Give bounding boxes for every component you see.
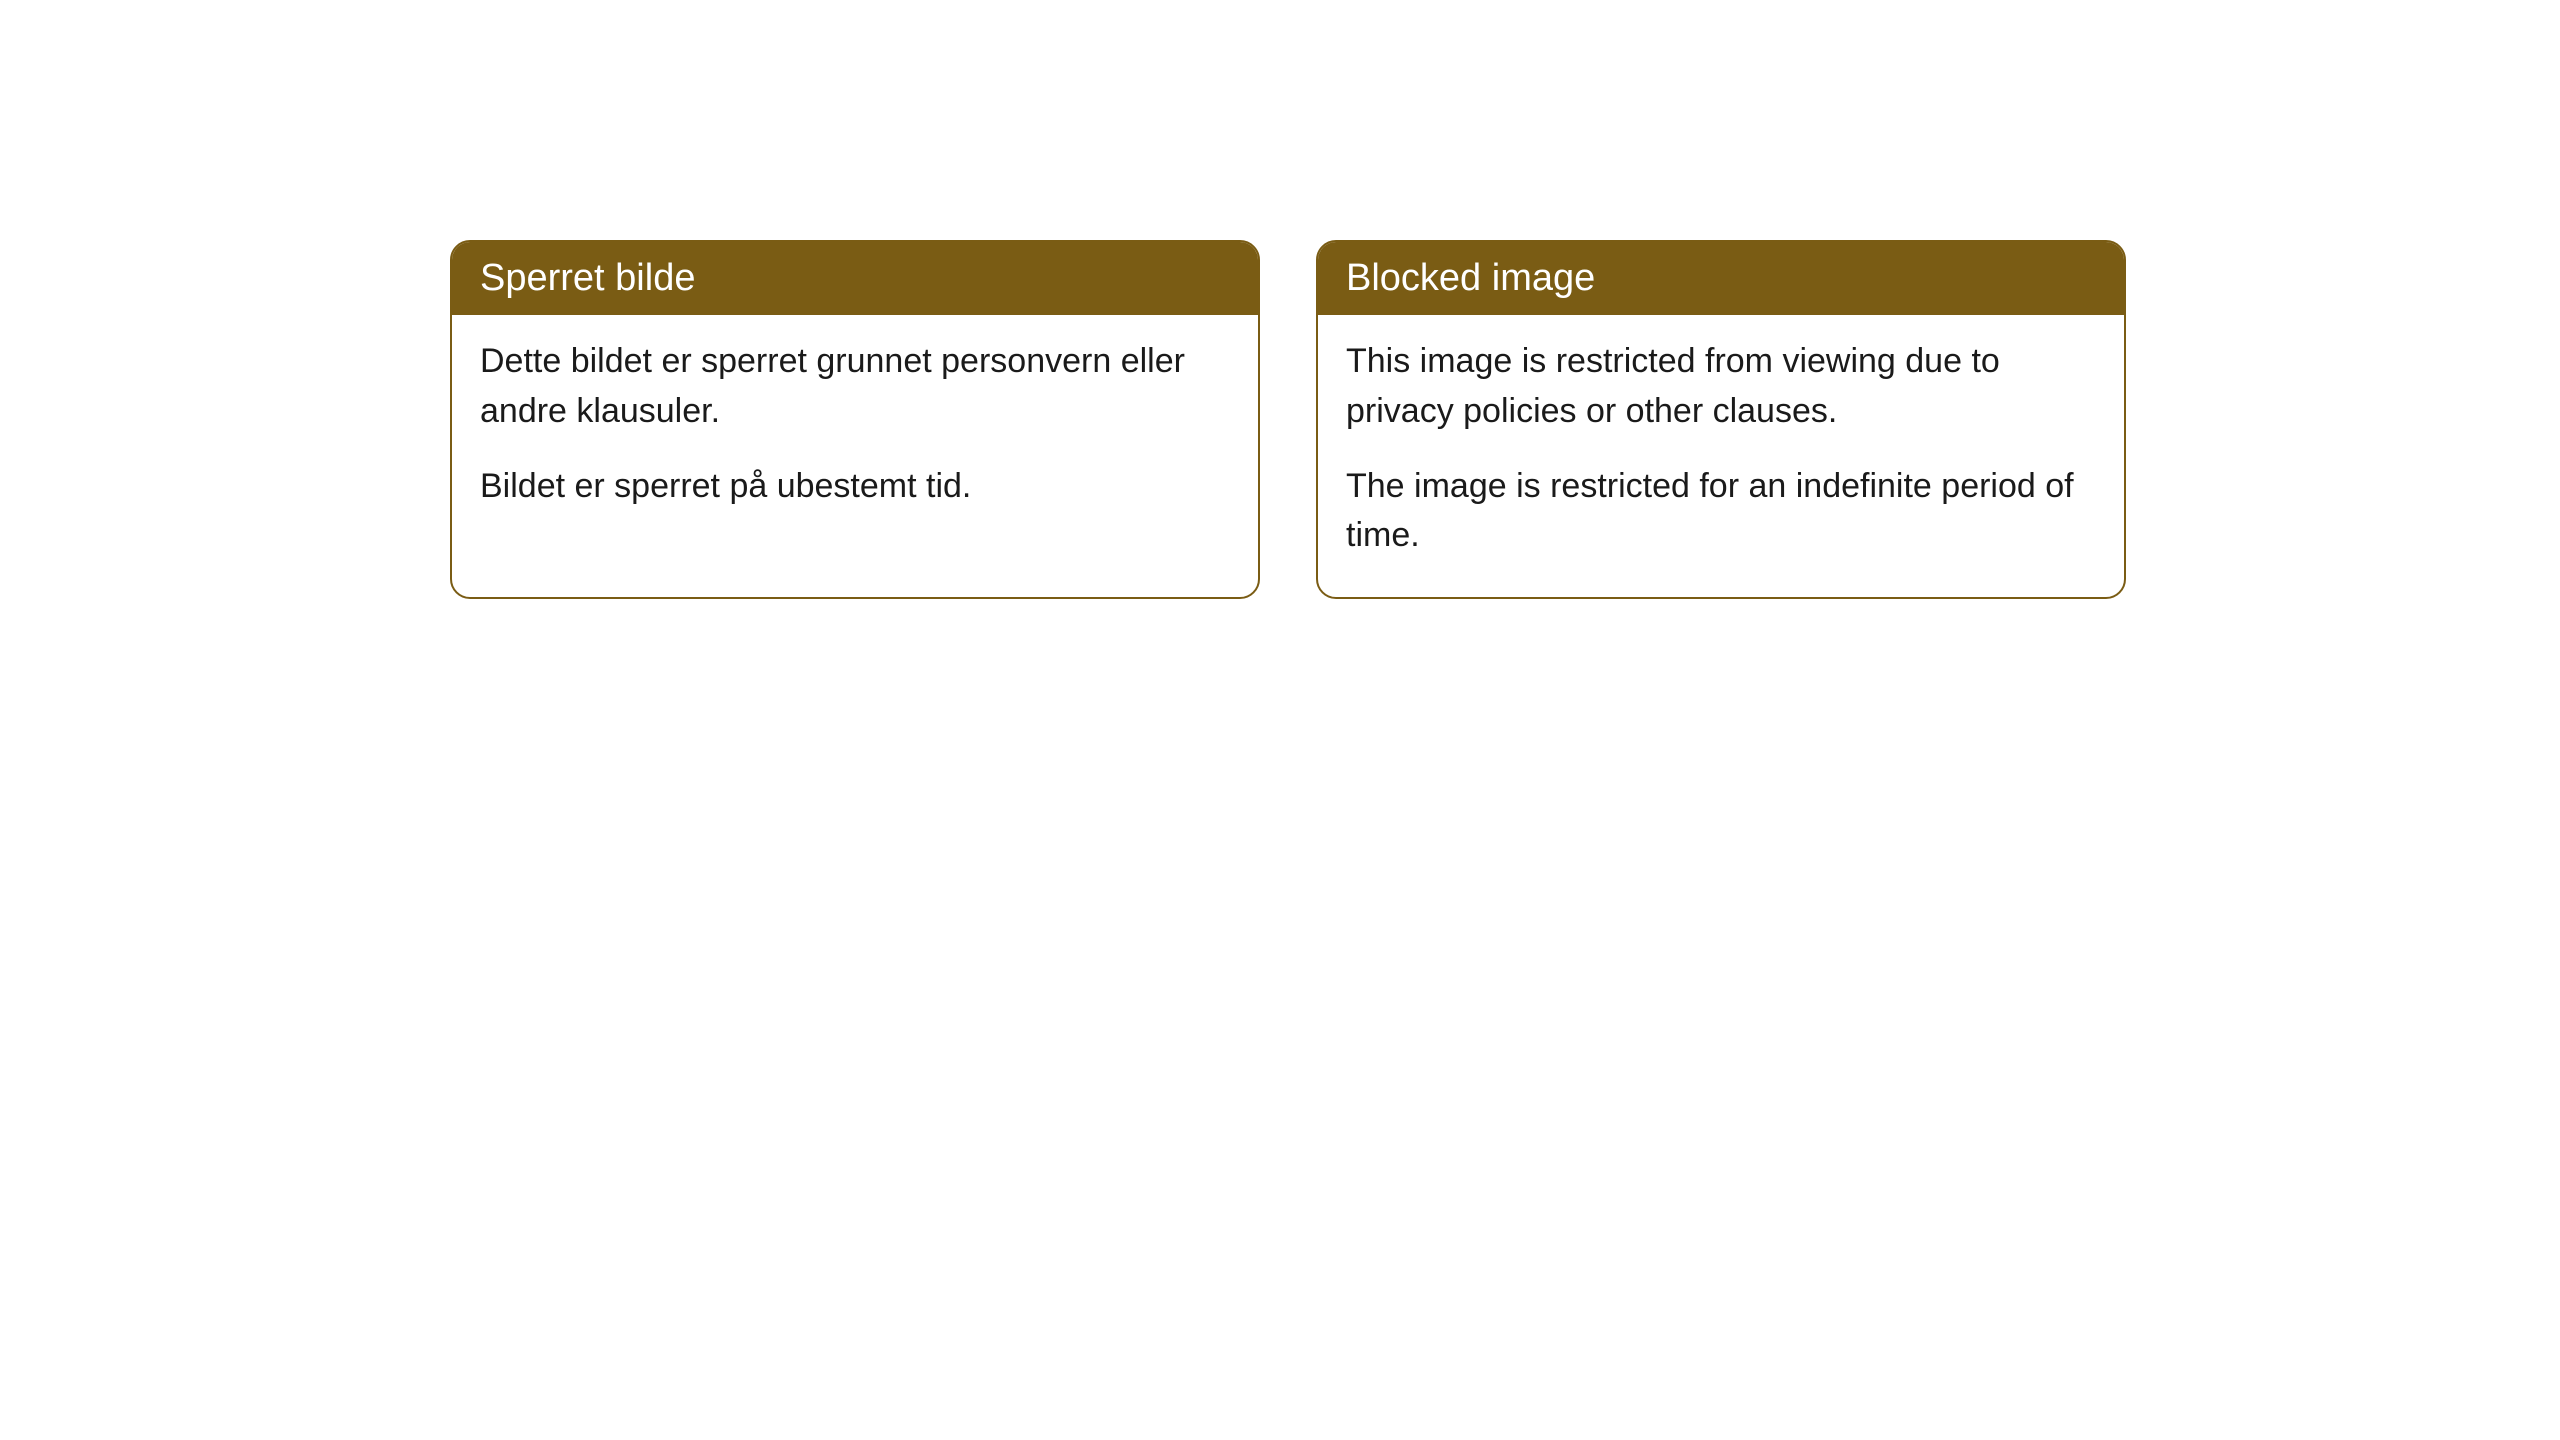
notice-container: Sperret bilde Dette bildet er sperret gr… xyxy=(0,0,2560,599)
card-header: Blocked image xyxy=(1318,242,2124,315)
notice-paragraph: Bildet er sperret på ubestemt tid. xyxy=(480,462,1230,511)
notice-card-english: Blocked image This image is restricted f… xyxy=(1316,240,2126,599)
notice-card-norwegian: Sperret bilde Dette bildet er sperret gr… xyxy=(450,240,1260,599)
notice-paragraph: The image is restricted for an indefinit… xyxy=(1346,462,2096,561)
card-header: Sperret bilde xyxy=(452,242,1258,315)
card-body: Dette bildet er sperret grunnet personve… xyxy=(452,315,1258,547)
card-body: This image is restricted from viewing du… xyxy=(1318,315,2124,596)
notice-paragraph: This image is restricted from viewing du… xyxy=(1346,337,2096,436)
notice-paragraph: Dette bildet er sperret grunnet personve… xyxy=(480,337,1230,436)
